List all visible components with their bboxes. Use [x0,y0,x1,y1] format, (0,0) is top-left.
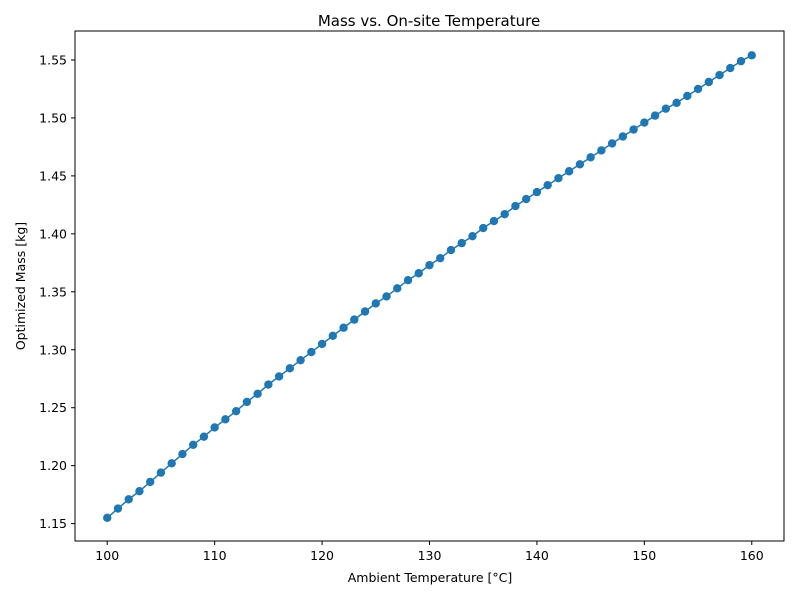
data-point [543,180,552,190]
data-point [468,231,477,241]
data-point [747,51,756,60]
data-point [479,223,488,233]
data-point [285,364,295,373]
data-point [683,91,692,101]
x-tick-label: 150 [632,548,656,563]
data-point [253,389,262,398]
data-point [736,56,746,66]
data-point [124,495,133,504]
data-point [618,132,628,141]
data-point [661,104,671,113]
data-point [242,397,252,407]
data-point [135,486,144,496]
data-point [554,174,563,183]
x-tick-label: 120 [310,548,334,563]
x-tick-label: 140 [525,548,549,563]
data-point [167,459,176,468]
plot-area [103,51,756,523]
data-point [156,468,166,477]
x-axis-title: Ambient Temperature [°C] [348,570,513,585]
data-point [446,245,456,255]
data-point [188,440,198,449]
data-point [414,269,423,278]
data-point [317,339,327,349]
plot-frame [74,30,785,542]
data-point [264,380,273,389]
data-point [199,432,209,441]
data-point [382,292,391,301]
data-point [103,513,112,523]
data-point [629,125,638,134]
data-point [704,77,713,87]
data-point [586,153,595,162]
data-point [672,98,681,108]
data-point [640,118,649,127]
data-point [231,406,241,416]
y-tick-label: 1.45 [39,168,67,183]
data-point [393,284,402,293]
data-point [425,260,434,270]
data-point [350,315,359,324]
y-tick-label: 1.30 [39,342,67,357]
data-point [575,160,585,169]
data-point [360,307,370,316]
y-tick-label: 1.35 [39,284,67,299]
data-point [403,276,413,285]
data-point [521,194,531,204]
x-tick-label: 100 [95,548,119,563]
data-point [274,372,284,381]
y-tick-label: 1.40 [39,226,67,241]
chart-title: Mass vs. On-site Temperature [318,12,540,30]
series-line [106,54,753,519]
y-tick-label: 1.25 [39,400,67,415]
data-point [693,84,703,94]
data-point [726,63,735,73]
data-point [564,167,574,176]
x-tick-label: 160 [740,548,764,563]
y-axis-title: Optimized Mass [kg] [13,222,28,350]
y-tick-label: 1.55 [39,52,67,67]
data-point [307,347,316,357]
data-point [146,477,155,487]
x-tick-label: 130 [418,548,442,563]
data-point [715,70,724,80]
data-point [328,331,338,341]
data-point [178,449,187,459]
data-point [650,111,660,120]
y-tick-label: 1.20 [39,458,67,473]
axis-ticks: 100 110 120 130 140 150 160 1.15 1.20 1.25 1.30 1.3… [39,52,764,563]
data-point [532,187,542,197]
data-point [436,253,445,263]
y-tick-label: 1.50 [39,110,67,125]
data-point [113,504,123,513]
data-point [511,201,520,211]
data-point [339,323,348,332]
data-point [210,423,219,432]
data-point [607,139,617,148]
y-tick-label: 1.15 [39,516,67,531]
data-point [296,355,305,365]
data-point [489,216,499,226]
x-tick-label: 110 [203,548,227,563]
data-point [597,146,606,155]
data-point [221,415,230,424]
data-point [500,209,509,219]
data-point [371,299,380,308]
data-point [457,238,466,248]
